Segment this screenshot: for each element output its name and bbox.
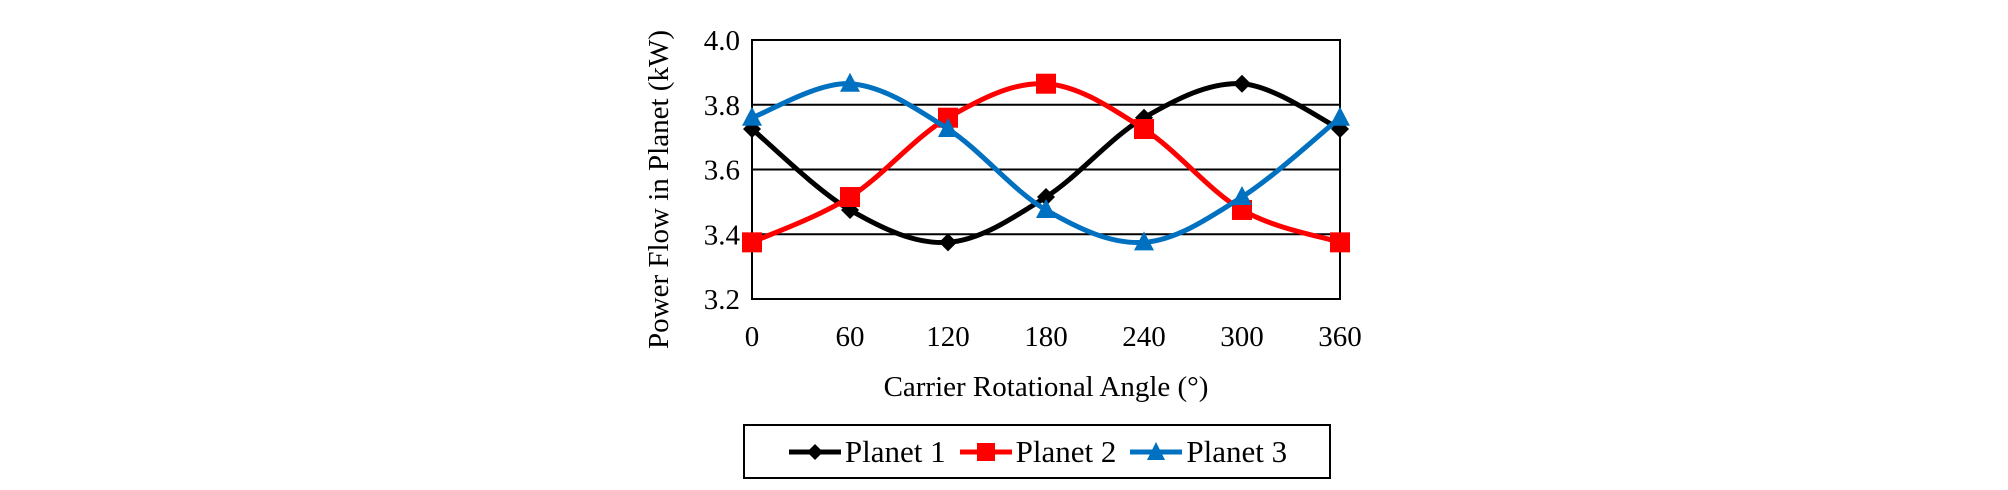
y-axis-tick-labels: 3.2 3.4 3.6 3.8 4.0 [704,25,741,316]
data-point [1330,232,1350,253]
data-point [1036,73,1056,94]
x-tick-label: 0 [745,321,760,353]
series-layer [742,72,1350,253]
series-planet-2 [742,73,1350,253]
legend-swatch-planet-2 [959,442,1012,461]
y-tick-label: 3.4 [704,219,741,251]
data-point [1036,198,1056,218]
data-point [1233,74,1251,93]
data-point [938,107,958,128]
data-point [1330,106,1350,126]
legend-label-planet-2: Planet 2 [1015,434,1117,469]
x-tick-label: 180 [1024,321,1068,353]
data-point [1232,186,1252,206]
y-axis-title: Power Flow in Planet (kW) [643,30,675,349]
legend-item-planet-1: Planet 1 [787,436,946,467]
data-point [1134,231,1154,251]
legend-swatch-planet-3 [1130,441,1183,460]
x-axis-title: Carrier Rotational Angle (°) [884,371,1209,403]
y-tick-label: 4.0 [704,25,740,57]
data-point [939,233,957,252]
legend-swatch-planet-1 [788,443,841,460]
legend-label-planet-1: Planet 1 [844,434,946,469]
data-point [1134,119,1154,140]
data-point [742,232,762,253]
y-tick-label: 3.2 [704,284,740,316]
data-point [840,72,860,92]
series-planet-1 [743,74,1349,252]
x-tick-label: 60 [836,321,865,353]
legend-label-planet-3: Planet 3 [1186,434,1288,469]
x-axis-tick-labels: 0 60 120 180 240 300 360 [745,321,1362,353]
legend-item-planet-3: Planet 3 [1128,436,1287,467]
data-point [1037,188,1055,207]
y-tick-label: 3.8 [704,90,740,122]
data-point [742,106,762,126]
data-point [840,187,860,208]
x-tick-label: 120 [926,321,970,353]
x-tick-label: 300 [1220,321,1264,353]
legend-item-planet-2: Planet 2 [958,434,1117,469]
legend: Planet 1 Planet 2 Planet 3 [743,424,1331,479]
series-planet-3 [742,72,1350,251]
gridlines [752,103,1340,236]
data-point [938,118,958,138]
x-tick-label: 360 [1318,321,1362,353]
x-tick-label: 240 [1122,321,1166,353]
y-tick-label: 3.6 [704,155,740,187]
plot-area-frame [751,39,1341,300]
